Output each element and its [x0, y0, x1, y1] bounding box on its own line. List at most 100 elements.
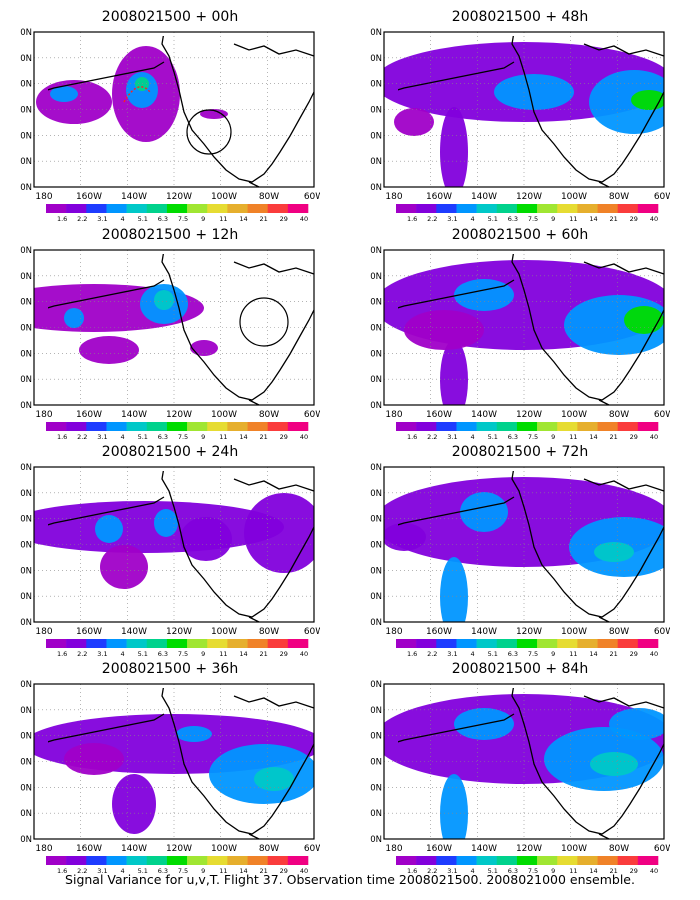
lon-tick-label: 140W — [471, 410, 497, 420]
colorbar-label: 4 — [121, 215, 125, 223]
colorbar-label: 11 — [219, 650, 227, 658]
lat-tick-label: 70N — [20, 28, 32, 38]
colorbar-swatch — [617, 422, 639, 431]
lon-tick-label: 120W — [516, 627, 542, 637]
colorbar-label: 9 — [201, 650, 205, 658]
grid-lines — [384, 684, 664, 839]
colorbar-label: 3.1 — [447, 215, 457, 223]
colorbar-swatch — [66, 639, 87, 648]
colorbar-swatch — [287, 204, 309, 213]
lon-tick-label: 120W — [516, 844, 542, 854]
lat-tick-label: 20N — [20, 375, 32, 385]
colorbar-swatch — [637, 639, 659, 648]
colorbar-swatch — [126, 422, 148, 431]
lon-tick-label: 160W — [426, 410, 452, 420]
lat-tick-label: 50N — [20, 80, 32, 90]
figure-caption: Signal Variance for u,v,T. Flight 37. Ob… — [65, 872, 635, 887]
lon-tick-label: 100W — [211, 192, 237, 202]
panel-title: 2008021500 + 48h — [451, 9, 589, 25]
colorbar-swatch — [456, 204, 477, 213]
panel-24h: 2008021500 + 24h 70N 60N 50N 40N 30N 20N 10N18… — [20, 443, 320, 658]
colorbar-label: 3.1 — [97, 650, 107, 658]
colorbar-label: 40 — [300, 433, 308, 441]
lat-tick-label: 60N — [20, 489, 32, 499]
plot-frame — [33, 683, 315, 840]
colorbar-swatch — [476, 422, 498, 431]
colorbar-swatch — [597, 204, 618, 213]
variance-field — [34, 714, 314, 834]
lat-tick-label: 20N — [20, 809, 32, 819]
colorbar-swatch — [416, 204, 437, 213]
colorbar-swatch — [516, 856, 538, 865]
colorbar-swatch — [146, 204, 168, 213]
variance-contour — [440, 557, 468, 622]
variance-field — [34, 284, 218, 364]
plot-frame — [33, 249, 315, 406]
variance-contour — [589, 70, 664, 134]
colorbar-swatch — [106, 639, 127, 648]
colorbar-label: 2.2 — [77, 650, 87, 658]
colorbar-swatch — [66, 204, 87, 213]
colorbar-swatch — [456, 639, 477, 648]
colorbar-label: 7.5 — [528, 650, 538, 658]
colorbar-label: 11 — [219, 433, 227, 441]
variance-contour — [394, 108, 434, 136]
lat-tick-label: 70N — [370, 463, 382, 473]
variance-contour — [100, 545, 148, 589]
lat-tick-label: 60N — [370, 706, 382, 716]
colorbar-swatch — [436, 422, 457, 431]
lon-tick-label: 100W — [561, 627, 587, 637]
colorbar-label: 7.5 — [178, 215, 188, 223]
colorbar-label: 2.2 — [427, 650, 437, 658]
variance-contour — [440, 107, 468, 187]
colorbar-label: 11 — [569, 433, 577, 441]
colorbar-label: 40 — [650, 650, 658, 658]
lon-tick-label: 160W — [76, 192, 102, 202]
variance-contour — [624, 306, 664, 334]
colorbar-swatch — [166, 204, 188, 213]
lon-tick-label: 160W — [426, 192, 452, 202]
coastline-path — [398, 713, 515, 743]
lon-tick-label: 80W — [609, 627, 629, 637]
lat-tick-label: 50N — [20, 298, 32, 308]
colorbar-label: 14 — [589, 867, 597, 875]
coastline-path — [233, 695, 315, 709]
lon-tick-label: 80W — [259, 192, 279, 202]
coastline-path — [398, 61, 515, 91]
plot-frame — [383, 466, 665, 623]
colorbar-swatch — [267, 422, 289, 431]
lon-tick-label: 180 — [385, 192, 402, 202]
variance-field — [36, 46, 228, 142]
colorbar-label: 21 — [260, 433, 268, 441]
colorbar-label: 4 — [471, 433, 475, 441]
coastline — [398, 36, 665, 188]
lat-tick-label: 10N — [20, 835, 32, 845]
colorbar-swatch — [577, 856, 598, 865]
lon-tick-label: 100W — [561, 410, 587, 420]
colorbar-label: 40 — [650, 433, 658, 441]
colorbar-swatch — [187, 856, 208, 865]
variance-contour — [154, 509, 178, 537]
coastline — [48, 471, 315, 623]
colorbar-label: 40 — [300, 867, 308, 875]
lat-tick-label: 40N — [20, 758, 32, 768]
lon-tick-label: 180 — [35, 627, 52, 637]
colorbar-label: 5.1 — [488, 215, 498, 223]
colorbar-swatch — [516, 204, 538, 213]
variance-contour — [64, 743, 124, 775]
colorbar-swatch — [557, 639, 578, 648]
lat-tick-label: 50N — [370, 515, 382, 525]
variance-contour — [590, 752, 638, 776]
panel-title: 2008021500 + 60h — [451, 227, 589, 243]
colorbar-label: 4 — [471, 215, 475, 223]
colorbar-swatch — [46, 856, 67, 865]
panel-12h: 2008021500 + 12h 70N 60N 50N 40N 30N 20N 10N18… — [20, 226, 320, 441]
lat-tick-label: 30N — [370, 349, 382, 359]
lat-tick-label: 20N — [370, 157, 382, 167]
colorbar-swatch — [516, 639, 538, 648]
lat-tick-label: 30N — [20, 783, 32, 793]
coastline — [48, 254, 315, 406]
colorbar-swatch — [146, 422, 168, 431]
colorbar-label: 11 — [219, 867, 227, 875]
coastline-path — [48, 713, 165, 743]
